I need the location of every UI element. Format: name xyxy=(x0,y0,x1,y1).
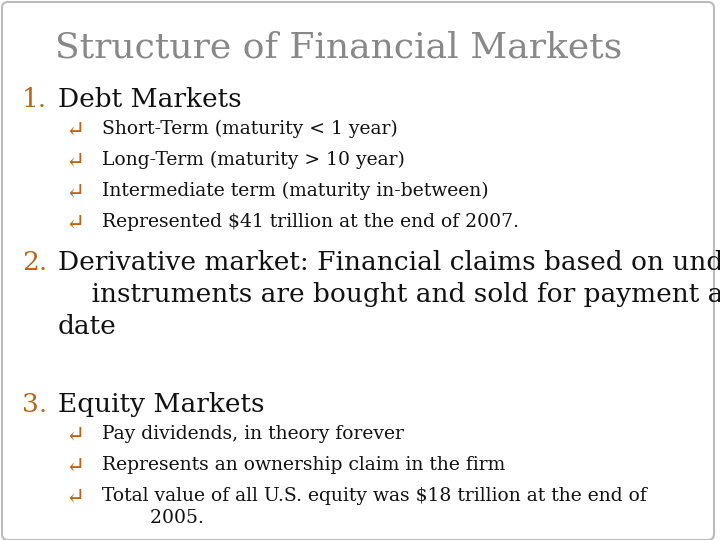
Text: Represents an ownership claim in the firm: Represents an ownership claim in the fir… xyxy=(102,456,505,474)
Text: ↵: ↵ xyxy=(66,425,84,447)
Text: ↵: ↵ xyxy=(66,182,84,204)
Text: Structure of Financial Markets: Structure of Financial Markets xyxy=(55,30,622,64)
Text: ↵: ↵ xyxy=(66,456,84,478)
Text: Represented $41 trillion at the end of 2007.: Represented $41 trillion at the end of 2… xyxy=(102,213,519,231)
Text: Debt Markets: Debt Markets xyxy=(58,87,242,112)
Text: 1.: 1. xyxy=(22,87,47,112)
Text: Short-Term (maturity < 1 year): Short-Term (maturity < 1 year) xyxy=(102,120,397,138)
Text: ↵: ↵ xyxy=(66,151,84,173)
Text: Intermediate term (maturity in-between): Intermediate term (maturity in-between) xyxy=(102,182,489,200)
Text: 2.: 2. xyxy=(22,250,48,275)
Text: 3.: 3. xyxy=(22,392,48,417)
Text: Equity Markets: Equity Markets xyxy=(58,392,264,417)
Text: Long-Term (maturity > 10 year): Long-Term (maturity > 10 year) xyxy=(102,151,405,169)
Text: Derivative market: Financial claims based on underlying
    instruments are boug: Derivative market: Financial claims base… xyxy=(58,250,720,339)
Text: Total value of all U.S. equity was $18 trillion at the end of
        2005.: Total value of all U.S. equity was $18 t… xyxy=(102,487,647,527)
Text: ↵: ↵ xyxy=(66,487,84,509)
Text: Pay dividends, in theory forever: Pay dividends, in theory forever xyxy=(102,425,404,443)
Text: ↵: ↵ xyxy=(66,213,84,235)
Text: ↵: ↵ xyxy=(66,120,84,142)
